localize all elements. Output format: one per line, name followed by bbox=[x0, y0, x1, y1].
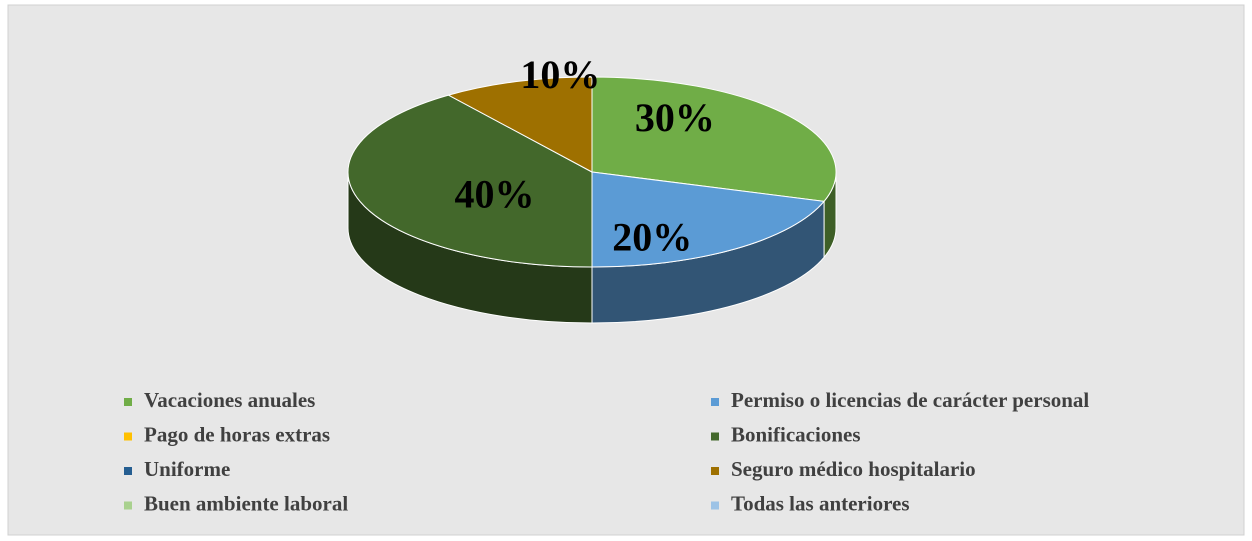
legend-swatch bbox=[711, 467, 719, 475]
data-label: 40% bbox=[455, 172, 535, 217]
legend-swatch bbox=[711, 398, 719, 406]
legend-swatch bbox=[124, 501, 132, 510]
slice bbox=[591, 76, 837, 202]
legend-label: Uniforme bbox=[144, 457, 230, 481]
slice bbox=[591, 171, 826, 268]
legend-swatch bbox=[711, 432, 719, 441]
slice bbox=[347, 94, 593, 268]
legend-swatch bbox=[124, 432, 132, 441]
legend-label: Vacaciones anuales bbox=[144, 388, 315, 412]
legend-label: Buen ambiente laboral bbox=[144, 491, 348, 515]
legend-label: Permiso o licencias de carácter personal bbox=[731, 388, 1089, 412]
legend-swatch bbox=[124, 467, 132, 475]
data-label: 30% bbox=[635, 95, 715, 140]
legend-label: Pago de horas extras bbox=[144, 422, 330, 446]
data-label: 20% bbox=[612, 214, 692, 259]
legend-label: Seguro médico hospitalario bbox=[731, 457, 976, 481]
data-label: 10% bbox=[520, 52, 600, 97]
slice bbox=[447, 76, 593, 173]
legend-swatch bbox=[124, 398, 132, 406]
legend-swatch bbox=[711, 501, 719, 510]
legend-label: Todas las anteriores bbox=[731, 491, 910, 515]
legend-label: Bonificaciones bbox=[731, 422, 861, 446]
